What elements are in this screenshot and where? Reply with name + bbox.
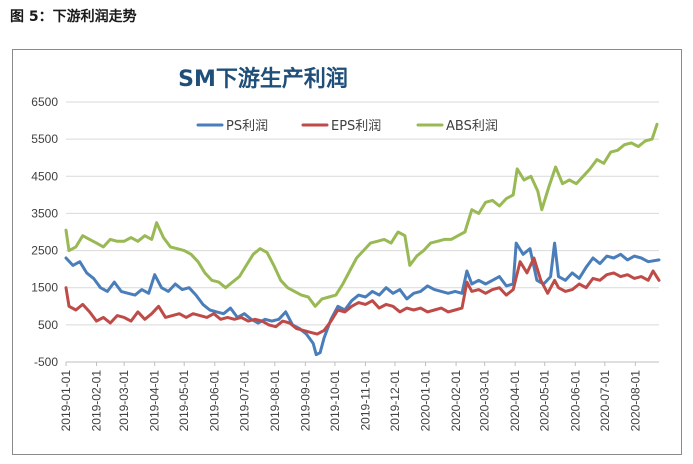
gridlines — [66, 101, 659, 363]
series-line — [64, 256, 661, 336]
x-tick-label: 2020-01-01 — [419, 370, 433, 432]
series-line — [64, 122, 659, 308]
legend-label: EPS利润 — [331, 119, 381, 134]
chart-title: SM下游生产利润 — [178, 66, 348, 92]
y-tick-label: 4500 — [31, 169, 58, 183]
legend: PS利润 EPS利润 ABS利润 — [196, 119, 498, 134]
series-line — [64, 241, 661, 357]
legend-label: PS利润 — [226, 119, 268, 134]
x-tick-label: 2019-06-01 — [208, 370, 222, 432]
x-tick-label: 2020-06-01 — [568, 370, 582, 432]
series-lines — [64, 122, 661, 357]
axes: -500 500 1500 2500 3500 4500 5500 6500 2019-01-0… — [31, 95, 659, 431]
x-tick-label: 2020-08-01 — [628, 370, 642, 432]
x-tick-label: 2019-08-01 — [268, 370, 282, 432]
x-tick-label: 2020-02-01 — [449, 370, 463, 432]
figure-caption: 图 5：下游利润走势 — [10, 9, 137, 25]
chart-frame: -500 500 1500 2500 3500 4500 5500 6500 2019-01-0… — [12, 49, 682, 455]
y-tick-label: 6500 — [31, 95, 58, 109]
x-tick-label: 2020-07-01 — [598, 370, 612, 432]
x-tick-label: 2019-11-01 — [358, 370, 372, 431]
x-tick-label: 2019-07-01 — [237, 370, 251, 432]
x-tick-label: 2020-05-01 — [538, 370, 552, 432]
y-tick-label: 2500 — [31, 244, 58, 258]
y-tick-label: -500 — [34, 355, 58, 369]
x-tick-label: 2019-09-01 — [298, 370, 312, 432]
legend-label: ABS利润 — [446, 119, 498, 134]
line-chart: -500 500 1500 2500 3500 4500 5500 6500 2019-01-0… — [31, 66, 661, 431]
x-tick-label: 2019-04-01 — [148, 370, 162, 432]
x-tick-label: 2019-10-01 — [328, 370, 342, 432]
y-tick-label: 1500 — [31, 281, 58, 295]
x-tick-label: 2019-03-01 — [117, 370, 131, 432]
x-tick-label: 2019-02-01 — [90, 370, 104, 432]
y-tick-label: 5500 — [31, 132, 58, 146]
x-tick-label: 2019-05-01 — [177, 370, 191, 432]
x-tick-label: 2020-04-01 — [508, 370, 522, 432]
x-tick-label: 2019-01-01 — [59, 370, 73, 432]
x-tick-label: 2019-12-01 — [388, 370, 402, 432]
y-tick-label: 500 — [38, 318, 58, 332]
x-tick-label: 2020-03-01 — [478, 370, 492, 432]
y-tick-label: 3500 — [31, 206, 58, 220]
